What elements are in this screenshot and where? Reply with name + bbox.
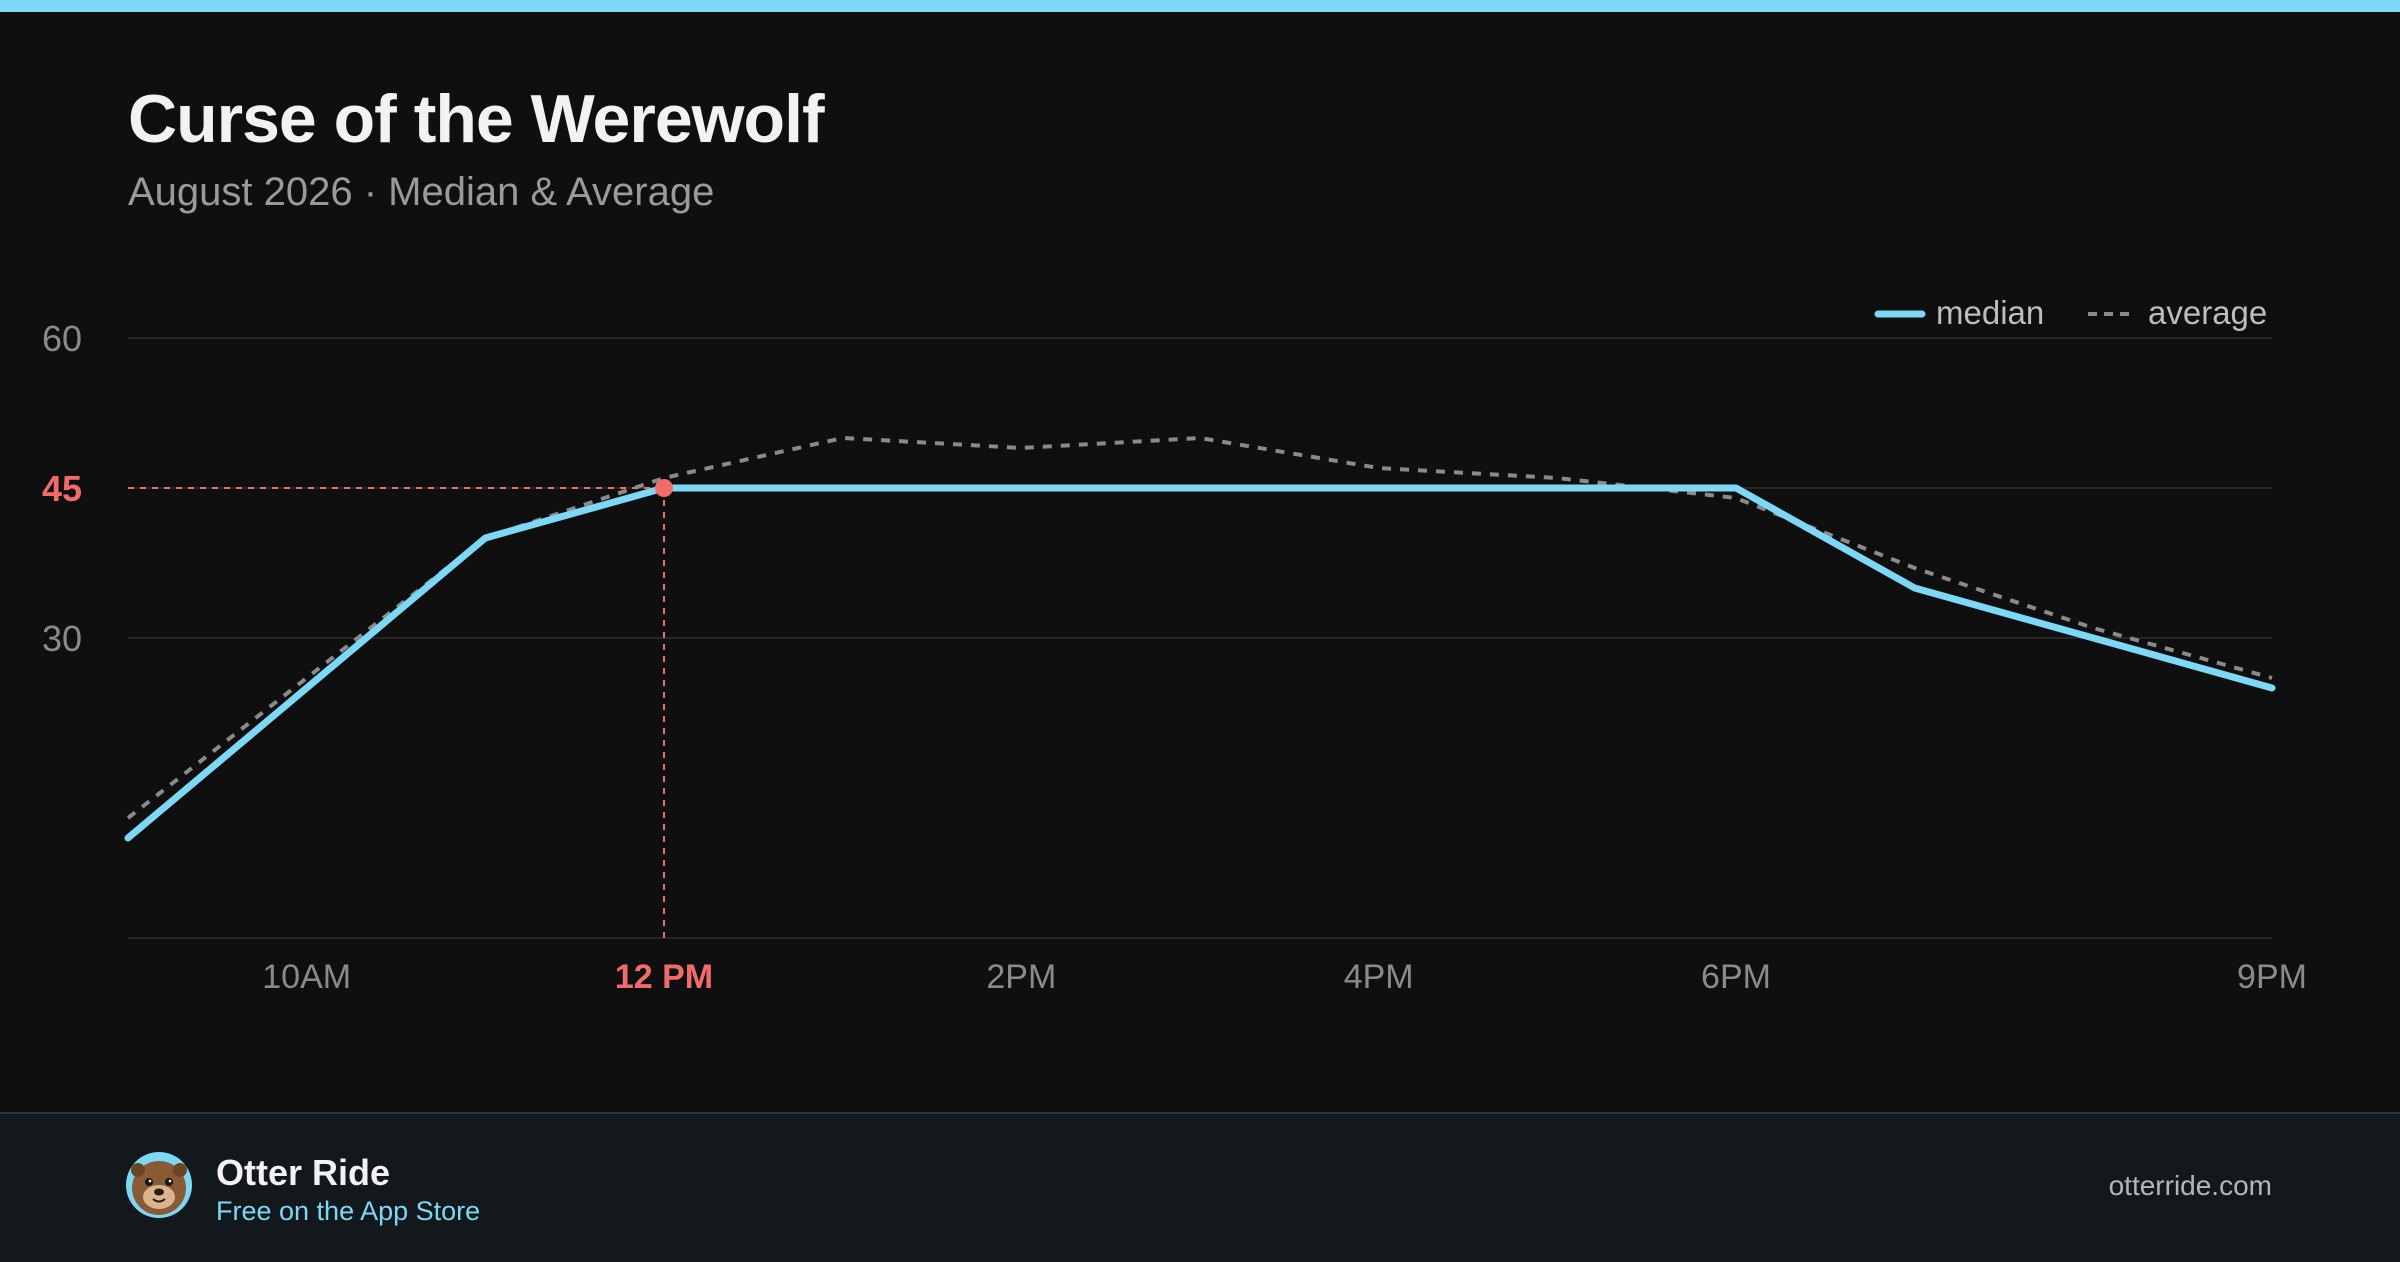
x-tick-label-10am: 10AM	[262, 958, 351, 996]
x-tick-label-12pm: 12 PM	[615, 958, 713, 996]
y-tick-label-45: 45	[42, 468, 82, 509]
brand-tagline[interactable]: Free on the App Store	[216, 1196, 481, 1226]
top-accent-bar	[0, 0, 2400, 12]
brand-name: Otter Ride	[216, 1152, 391, 1193]
legend-label-average: average	[2148, 294, 2267, 331]
footer: Otter Ride Free on the App Store otterri…	[0, 1112, 2400, 1262]
series-line-average	[126, 436, 2273, 820]
x-tick-label-4pm: 4PM	[1344, 958, 1414, 996]
y-tick-label-30: 30	[42, 618, 82, 659]
series-line-median	[124, 484, 2276, 842]
page-title: Curse of the Werewolf	[128, 81, 825, 157]
x-tick-label-9pm: 9PM	[2237, 958, 2307, 996]
x-tick-label-6pm: 6PM	[1701, 958, 1771, 996]
page-subtitle: August 2026 · Median & Average	[128, 170, 715, 214]
x-tick-label-2pm: 2PM	[986, 958, 1056, 996]
y-tick-label-60: 60	[42, 318, 82, 359]
otter-avatar-icon	[126, 1152, 192, 1218]
site-link[interactable]: otterride.com	[2108, 1170, 2272, 1201]
highlight-point	[655, 479, 673, 497]
line-chart: 30 45 60 10AM 12 PM 2PM 4PM 6PM 9PM median average	[42, 294, 2307, 996]
legend-label-median: median	[1936, 294, 2044, 331]
